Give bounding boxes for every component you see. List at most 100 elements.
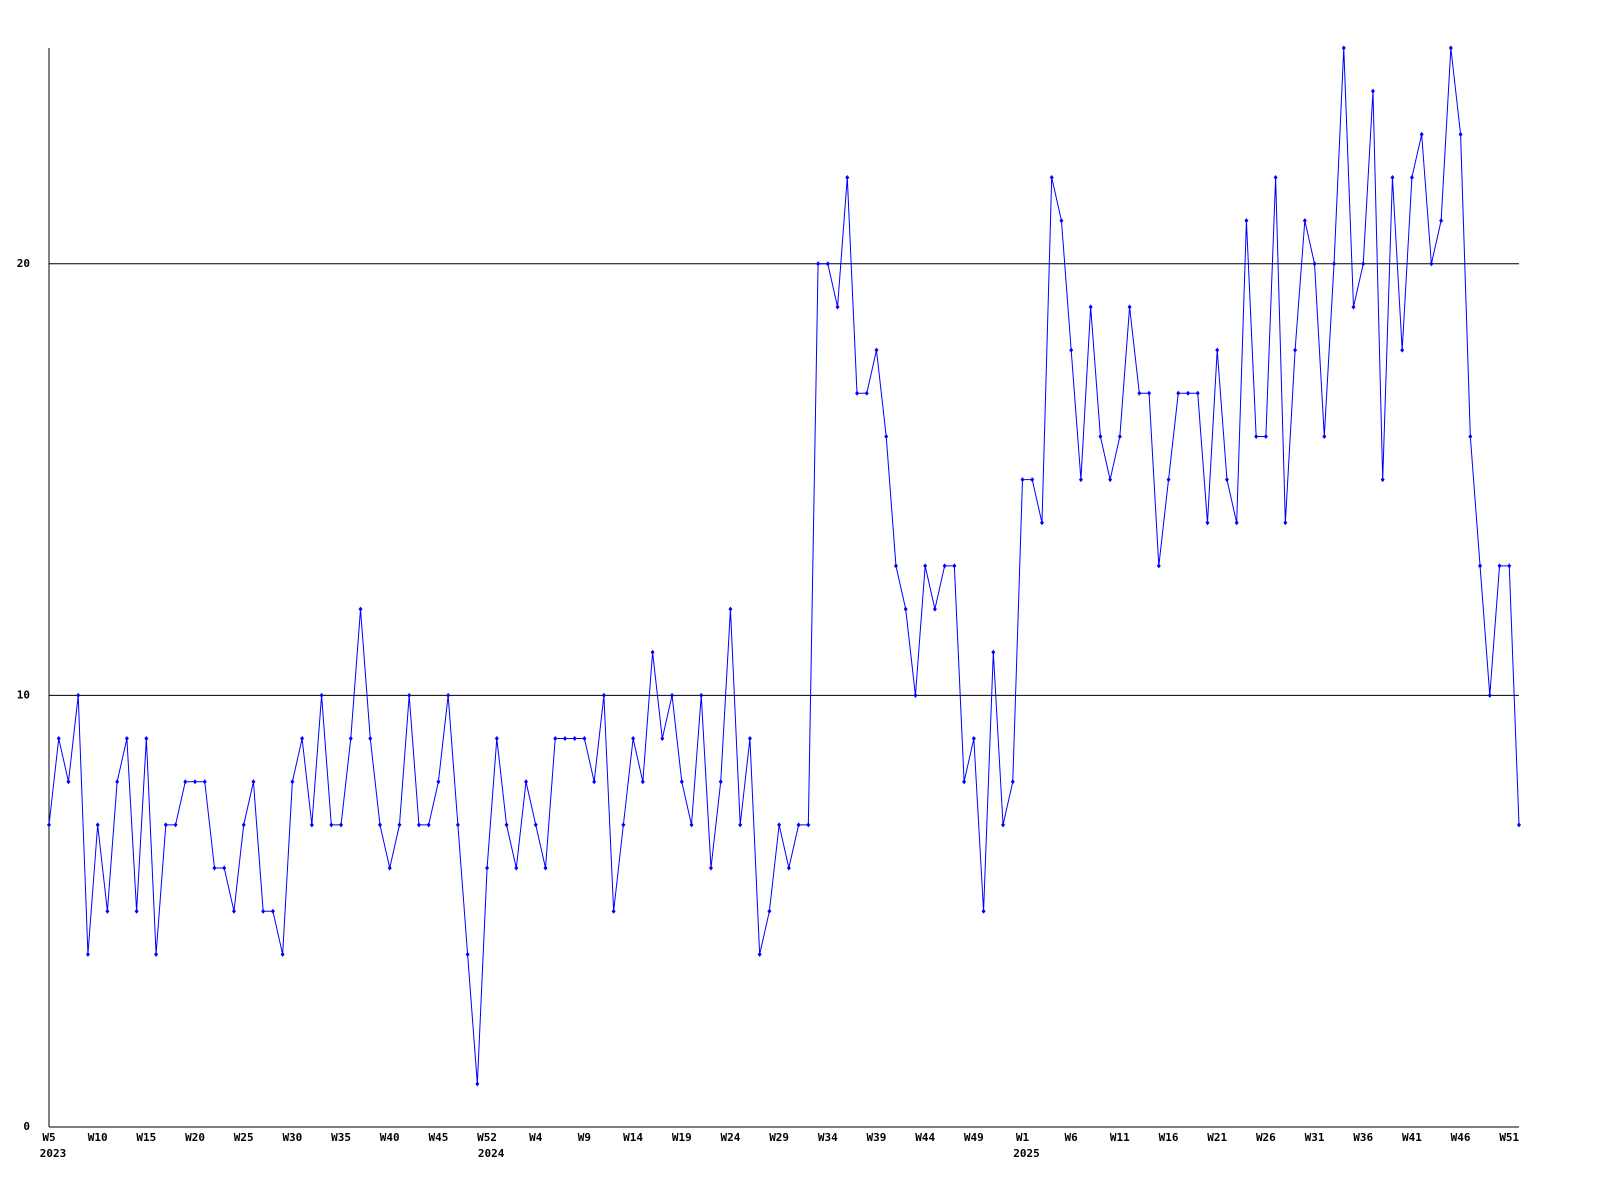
point bbox=[1439, 218, 1444, 224]
x-tick-label: W16 bbox=[1159, 1131, 1179, 1144]
point bbox=[923, 563, 928, 569]
point bbox=[485, 865, 490, 871]
point bbox=[251, 779, 256, 785]
point bbox=[309, 822, 314, 828]
point bbox=[173, 822, 178, 828]
point bbox=[95, 822, 100, 828]
point bbox=[1468, 433, 1473, 439]
x-tick-label: W34 bbox=[818, 1131, 838, 1144]
point bbox=[777, 822, 782, 828]
point bbox=[377, 822, 382, 828]
point bbox=[231, 908, 236, 914]
point bbox=[446, 692, 451, 698]
x-tick-label: W30 bbox=[282, 1131, 302, 1144]
point bbox=[76, 692, 81, 698]
x-tick-label: W15 bbox=[136, 1131, 156, 1144]
point bbox=[1049, 174, 1054, 180]
point bbox=[319, 692, 324, 698]
point bbox=[1400, 347, 1405, 353]
x-tick-label: W21 bbox=[1207, 1131, 1227, 1144]
x-tick-label: W25 bbox=[234, 1131, 254, 1144]
point bbox=[1273, 174, 1278, 180]
point bbox=[212, 865, 217, 871]
point bbox=[358, 606, 363, 612]
point bbox=[962, 779, 967, 785]
x-tick-label: W19 bbox=[672, 1131, 692, 1144]
point bbox=[56, 736, 61, 742]
point bbox=[1195, 390, 1200, 396]
point bbox=[1020, 477, 1025, 483]
point bbox=[163, 822, 168, 828]
point bbox=[144, 736, 149, 742]
point bbox=[884, 433, 889, 439]
point bbox=[1390, 174, 1395, 180]
point bbox=[1263, 433, 1268, 439]
point bbox=[1059, 218, 1064, 224]
point bbox=[416, 822, 421, 828]
point bbox=[592, 779, 597, 785]
point bbox=[1370, 88, 1375, 94]
point bbox=[572, 736, 577, 742]
point bbox=[660, 736, 665, 742]
point bbox=[455, 822, 460, 828]
x-tick-label: W11 bbox=[1110, 1131, 1130, 1144]
point bbox=[1215, 347, 1220, 353]
x-tick-label: W14 bbox=[623, 1131, 643, 1144]
point bbox=[903, 606, 908, 612]
y-tick-label: 20 bbox=[17, 257, 30, 270]
point bbox=[154, 951, 159, 957]
point bbox=[1205, 520, 1210, 526]
x-tick-label: W5 bbox=[42, 1131, 55, 1144]
point bbox=[300, 736, 305, 742]
point bbox=[348, 736, 353, 742]
point bbox=[115, 779, 120, 785]
point bbox=[85, 951, 90, 957]
point bbox=[631, 736, 636, 742]
point bbox=[562, 736, 567, 742]
point bbox=[971, 736, 976, 742]
x-tick-label: W44 bbox=[915, 1131, 935, 1144]
point bbox=[582, 736, 587, 742]
point bbox=[1448, 45, 1453, 51]
point bbox=[747, 736, 752, 742]
point bbox=[981, 908, 986, 914]
point bbox=[1283, 520, 1288, 526]
point bbox=[1332, 261, 1337, 267]
x-tick-label: W10 bbox=[88, 1131, 108, 1144]
x-tick-label: W29 bbox=[769, 1131, 789, 1144]
point bbox=[1380, 477, 1385, 483]
point bbox=[1224, 477, 1229, 483]
point bbox=[1030, 477, 1035, 483]
point bbox=[708, 865, 713, 871]
point bbox=[1293, 347, 1298, 353]
point bbox=[1409, 174, 1414, 180]
point bbox=[280, 951, 285, 957]
point bbox=[124, 736, 129, 742]
point bbox=[640, 779, 645, 785]
point bbox=[183, 779, 188, 785]
point bbox=[1302, 218, 1307, 224]
point bbox=[689, 822, 694, 828]
point bbox=[1001, 822, 1006, 828]
point bbox=[222, 865, 227, 871]
point bbox=[134, 908, 139, 914]
point bbox=[1507, 563, 1512, 569]
y-tick-label: 10 bbox=[17, 688, 30, 701]
point bbox=[1429, 261, 1434, 267]
point bbox=[368, 736, 373, 742]
point bbox=[339, 822, 344, 828]
x-group-label: 2025 bbox=[1013, 1147, 1040, 1160]
point bbox=[1078, 477, 1083, 483]
x-tick-label: W9 bbox=[578, 1131, 591, 1144]
x-tick-label: W1 bbox=[1016, 1131, 1030, 1144]
x-tick-label: W31 bbox=[1305, 1131, 1325, 1144]
point bbox=[1127, 304, 1132, 310]
point bbox=[1069, 347, 1074, 353]
point bbox=[514, 865, 519, 871]
point bbox=[1108, 477, 1113, 483]
point bbox=[845, 174, 850, 180]
point bbox=[504, 822, 509, 828]
point bbox=[1039, 520, 1044, 526]
x-tick-label: W46 bbox=[1451, 1131, 1471, 1144]
x-tick-label: W35 bbox=[331, 1131, 351, 1144]
